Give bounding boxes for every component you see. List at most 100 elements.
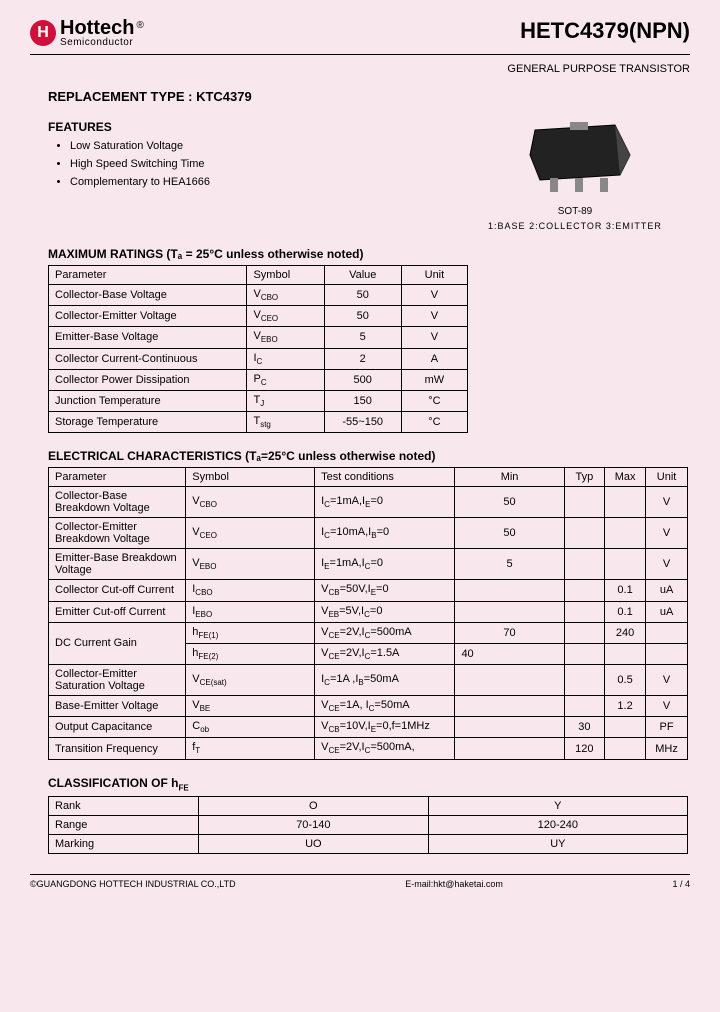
cell: 50 <box>324 285 401 306</box>
cell: uA <box>646 601 688 622</box>
cell: 40 <box>455 643 564 664</box>
cell <box>564 665 604 696</box>
table-row: RankOY <box>49 797 688 816</box>
cell: VCE=1A, IC=50mA <box>315 696 455 717</box>
table-row: Emitter-Base VoltageVEBO5V <box>49 327 468 348</box>
cell: PC <box>247 369 324 390</box>
replacement-type: REPLACEMENT TYPE : KTC4379 <box>48 89 690 104</box>
cell: VCE(sat) <box>186 665 315 696</box>
th: Max <box>605 468 646 487</box>
cell <box>605 643 646 664</box>
company-logo: H Hottech® Semiconductor <box>30 18 144 48</box>
cell: Cob <box>186 717 315 738</box>
cell: Emitter-Base Voltage <box>49 327 247 348</box>
cell <box>564 549 604 580</box>
cell: Base-Emitter Voltage <box>49 696 186 717</box>
cell: O <box>199 797 429 816</box>
elec-char-title: ELECTRICAL CHARACTERISTICS (Tₐ=25°C unle… <box>48 449 690 463</box>
brand-subline: Semiconductor <box>60 38 144 48</box>
cell: Collector Cut-off Current <box>49 580 186 601</box>
th: Value <box>324 266 401 285</box>
th: Parameter <box>49 266 247 285</box>
cell: hFE(1) <box>186 622 315 643</box>
table-row: Collector-Emitter Breakdown VoltageVCEOI… <box>49 518 688 549</box>
cell: VCBO <box>186 487 315 518</box>
cell: 50 <box>324 306 401 327</box>
cell: -55~150 <box>324 412 401 433</box>
table-row: Range70-140120-240 <box>49 816 688 835</box>
cell: mW <box>401 369 467 390</box>
cell: IC=10mA,IB=0 <box>315 518 455 549</box>
table-row: Emitter-Base Breakdown VoltageVEBOIE=1mA… <box>49 549 688 580</box>
cell <box>564 622 604 643</box>
cell: Marking <box>49 835 199 854</box>
datasheet-page: H Hottech® Semiconductor HETC4379(NPN) G… <box>0 0 720 1012</box>
part-number: HETC4379(NPN) <box>520 18 690 44</box>
table-row: Collector Current-ContinuousIC2A <box>49 348 468 369</box>
features-list: Low Saturation Voltage High Speed Switch… <box>70 140 440 188</box>
cell: Emitter-Base Breakdown Voltage <box>49 549 186 580</box>
elec-char-table: Parameter Symbol Test conditions Min Typ… <box>48 467 688 759</box>
cell <box>564 518 604 549</box>
cell: V <box>646 518 688 549</box>
cell: uA <box>646 580 688 601</box>
classification-title: CLASSIFICATION OF hFE <box>48 776 690 792</box>
cell: 120 <box>564 738 604 759</box>
cell: 50 <box>455 487 564 518</box>
table-row: Collector Cut-off CurrentICBOVCB=50V,IE=… <box>49 580 688 601</box>
cell <box>605 487 646 518</box>
cell: 1.2 <box>605 696 646 717</box>
cell: Collector-Base Voltage <box>49 285 247 306</box>
cell: ICBO <box>186 580 315 601</box>
features-col: FEATURES Low Saturation Voltage High Spe… <box>48 120 440 231</box>
cell: DC Current Gain <box>49 622 186 664</box>
cell <box>455 696 564 717</box>
cell: VCEO <box>186 518 315 549</box>
feature-item: Low Saturation Voltage <box>70 140 440 152</box>
cell: 240 <box>605 622 646 643</box>
cell: Range <box>49 816 199 835</box>
cell: 2 <box>324 348 401 369</box>
cell: V <box>401 306 467 327</box>
cell <box>646 622 688 643</box>
cell <box>455 580 564 601</box>
th: Min <box>455 468 564 487</box>
th: Typ <box>564 468 604 487</box>
cell: VCE=2V,IC=500mA, <box>315 738 455 759</box>
table-row: Collector-Emitter VoltageVCEO50V <box>49 306 468 327</box>
cell: Tstg <box>247 412 324 433</box>
cell <box>455 717 564 738</box>
pin-labels: 1:BASE 2:COLLECTOR 3:EMITTER <box>460 221 690 231</box>
table-row: Emitter Cut-off CurrentIEBOVEB=5V,IC=00.… <box>49 601 688 622</box>
classification-table: RankOYRange70-140120-240MarkingUOUY <box>48 796 688 854</box>
table-row: Output CapacitanceCobVCB=10V,IE=0,f=1MHz… <box>49 717 688 738</box>
table-row: Base-Emitter VoltageVBEVCE=1A, IC=50mA1.… <box>49 696 688 717</box>
cell: 0.1 <box>605 601 646 622</box>
table-row: DC Current GainhFE(1)VCE=2V,IC=500mA7024… <box>49 622 688 643</box>
cell <box>605 518 646 549</box>
cell: V <box>646 696 688 717</box>
cell: 150 <box>324 390 401 411</box>
cell: 70-140 <box>199 816 429 835</box>
th: Symbol <box>186 468 315 487</box>
cell: V <box>401 285 467 306</box>
footer-left: ©GUANGDONG HOTTECH INDUSTRIAL CO.,LTD <box>30 879 236 889</box>
th: Parameter <box>49 468 186 487</box>
cell: 0.5 <box>605 665 646 696</box>
cell: V <box>646 487 688 518</box>
cell <box>605 717 646 738</box>
cell <box>455 601 564 622</box>
cell <box>564 487 604 518</box>
cell: 70 <box>455 622 564 643</box>
cell: VCE=2V,IC=500mA <box>315 622 455 643</box>
cell: 5 <box>324 327 401 348</box>
table-row: Collector Power DissipationPC500mW <box>49 369 468 390</box>
package-drawing <box>505 120 645 200</box>
logo-text: Hottech® Semiconductor <box>60 18 144 48</box>
table-header-row: Parameter Symbol Test conditions Min Typ… <box>49 468 688 487</box>
table-row: Collector-Base VoltageVCBO50V <box>49 285 468 306</box>
table-row: Junction TemperatureTJ150°C <box>49 390 468 411</box>
cell: UY <box>428 835 687 854</box>
cell <box>455 665 564 696</box>
cell: °C <box>401 412 467 433</box>
